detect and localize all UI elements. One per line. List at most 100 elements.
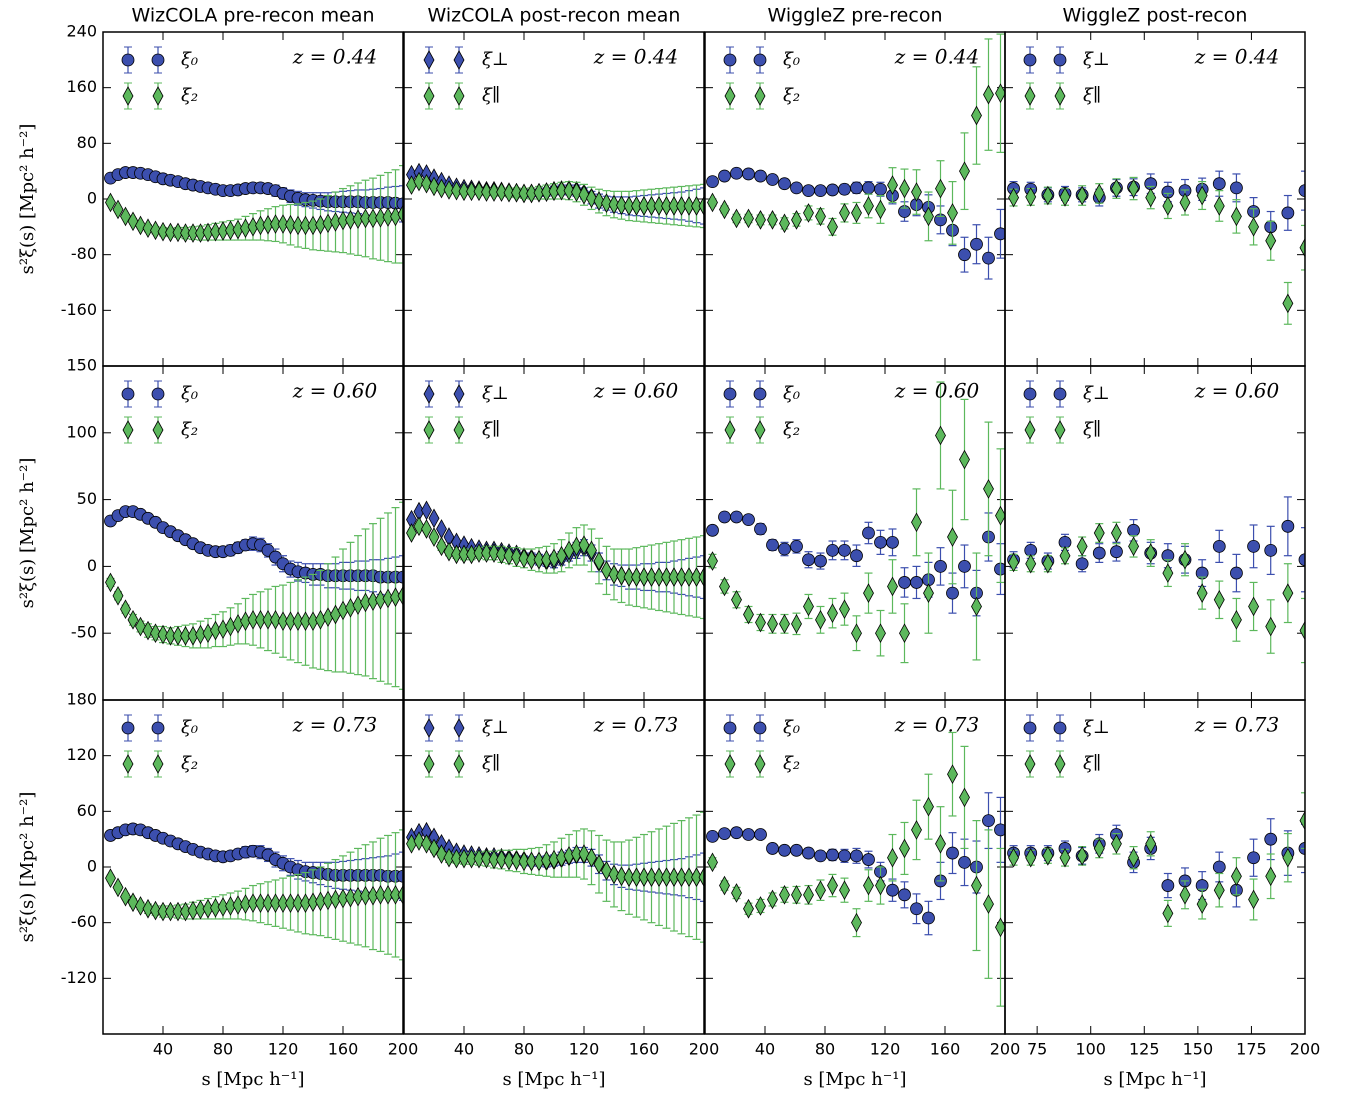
point — [638, 567, 650, 587]
point — [983, 479, 994, 499]
point — [851, 203, 862, 223]
point — [473, 543, 485, 563]
point — [802, 184, 815, 198]
panel: ξ⊥ ξ∥ z = 0.60 — [403, 365, 705, 701]
point — [995, 505, 1005, 526]
point — [232, 614, 244, 634]
point — [172, 222, 184, 243]
annotation: z = 0.60 — [894, 379, 980, 403]
point — [707, 192, 718, 213]
point — [1298, 553, 1305, 567]
panel: ξ₀ ξ₂ z = 0.44 WiggleZ pre-recon — [704, 5, 1006, 367]
point — [503, 850, 515, 871]
legend-label: ξ₀ — [181, 383, 198, 404]
point — [360, 208, 371, 229]
point — [683, 867, 695, 888]
point — [791, 885, 802, 905]
point — [285, 893, 296, 914]
point — [1179, 885, 1191, 905]
point — [322, 607, 334, 627]
point — [910, 902, 923, 916]
point — [743, 898, 754, 919]
point — [631, 567, 642, 587]
point — [556, 545, 567, 566]
point — [719, 576, 730, 597]
legend-label: ξ∥ — [1083, 85, 1101, 106]
point — [719, 875, 730, 896]
point — [1248, 889, 1260, 910]
point — [691, 196, 702, 216]
point — [959, 787, 970, 808]
y-tick-label: 120 — [66, 745, 97, 764]
point — [511, 547, 522, 567]
point — [743, 604, 754, 625]
point — [874, 535, 887, 549]
point — [157, 221, 169, 242]
point — [1110, 833, 1122, 854]
point — [1281, 206, 1295, 220]
point — [1128, 536, 1140, 557]
x-tick-label: 120 — [569, 1040, 600, 1059]
point — [779, 614, 790, 634]
point — [719, 199, 730, 220]
annotation: z = 0.73 — [593, 713, 679, 737]
point — [863, 196, 874, 216]
legend-marker — [1024, 86, 1036, 106]
point — [815, 880, 826, 901]
legend-label: ξ⊥ — [482, 383, 509, 404]
point — [300, 611, 311, 631]
point — [1281, 519, 1295, 533]
panel: 150 100 50 0 -50 ξ₀ ξ₂ z = 0.60 s²ξ(s) [Mpc² h⁻²… — [17, 356, 404, 701]
point — [578, 535, 590, 555]
point — [578, 185, 590, 205]
point — [563, 180, 575, 201]
y-tick-label: 60 — [77, 801, 97, 820]
point — [225, 616, 236, 637]
point — [676, 867, 687, 888]
point — [646, 867, 657, 888]
point — [802, 846, 815, 860]
point — [814, 554, 827, 568]
point — [1247, 851, 1260, 865]
point — [458, 544, 470, 565]
annotation: z = 0.73 — [292, 713, 378, 737]
point — [850, 181, 863, 195]
point — [718, 510, 731, 524]
plot-area — [406, 500, 704, 620]
annotation: z = 0.44 — [292, 45, 378, 69]
point — [958, 248, 971, 262]
legend-marker — [754, 86, 766, 106]
y-tick-label: -80 — [71, 244, 97, 263]
point — [754, 169, 767, 183]
plot-area — [706, 731, 1005, 1007]
point — [1059, 847, 1071, 868]
x-tick-label: 200 — [689, 1040, 720, 1059]
point — [413, 831, 425, 851]
point — [120, 206, 131, 227]
panel: ξ⊥ ξ∥ z = 0.44 WiggleZ post-recon — [1004, 5, 1306, 367]
x-tick-label: 100 — [1075, 1040, 1106, 1059]
point — [1196, 894, 1208, 914]
point — [923, 583, 934, 603]
point — [1145, 833, 1157, 854]
point — [608, 194, 620, 215]
point — [496, 544, 507, 565]
point — [718, 169, 731, 183]
x-tick-label: 40 — [153, 1040, 173, 1059]
point — [443, 847, 455, 868]
y-tick-label: 180 — [66, 690, 97, 709]
panel-frame — [704, 31, 1006, 367]
point — [135, 215, 146, 236]
panel: ξ₀ ξ₂ z = 0.60 — [704, 365, 1006, 701]
y-tick-label: 240 — [66, 22, 97, 41]
x-tick-label: 80 — [815, 1040, 835, 1059]
point — [1212, 860, 1226, 874]
point — [935, 178, 946, 199]
y-tick-label: 150 — [66, 356, 97, 375]
point — [1248, 596, 1260, 617]
point — [803, 203, 814, 223]
point — [862, 853, 875, 866]
annotation: z = 0.73 — [1194, 713, 1280, 737]
point — [683, 196, 695, 216]
point — [766, 842, 779, 855]
